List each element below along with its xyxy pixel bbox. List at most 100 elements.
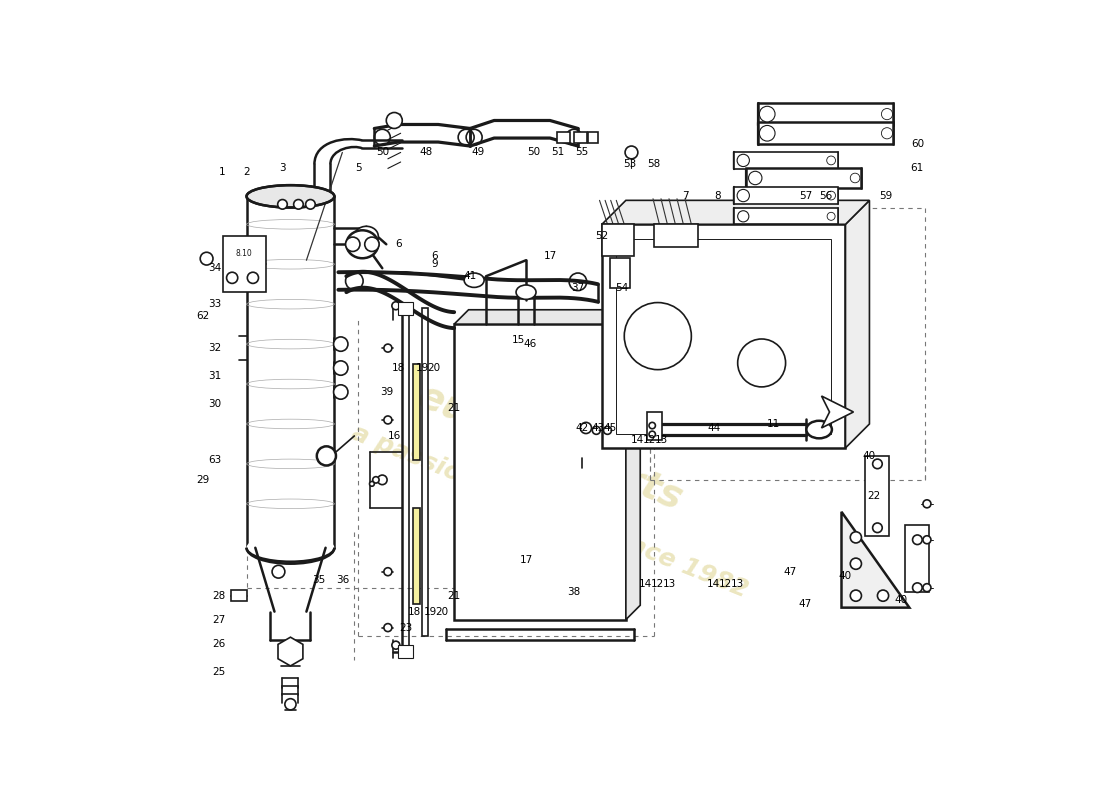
- Bar: [414, 364, 420, 460]
- Bar: [558, 132, 570, 143]
- Text: 34: 34: [208, 263, 221, 274]
- Circle shape: [649, 431, 656, 438]
- Bar: [758, 103, 893, 126]
- Text: 52: 52: [595, 231, 608, 242]
- Bar: [609, 258, 630, 288]
- Text: 31: 31: [208, 371, 221, 381]
- Bar: [653, 224, 697, 246]
- Text: 7: 7: [682, 191, 689, 202]
- Text: 45: 45: [603, 423, 616, 433]
- Text: eurocarparts: eurocarparts: [411, 378, 689, 518]
- Circle shape: [384, 344, 392, 352]
- Text: 22: 22: [867, 491, 880, 501]
- Circle shape: [365, 237, 380, 251]
- Bar: [746, 169, 861, 187]
- Text: 16: 16: [387, 431, 400, 441]
- Circle shape: [333, 337, 348, 351]
- Text: 8.10: 8.10: [235, 250, 253, 258]
- Text: 59: 59: [879, 191, 892, 202]
- Circle shape: [759, 106, 775, 122]
- Circle shape: [317, 446, 336, 466]
- Ellipse shape: [516, 285, 536, 299]
- Text: 1: 1: [219, 167, 225, 178]
- Text: 62: 62: [196, 311, 209, 321]
- Text: 41: 41: [463, 271, 476, 282]
- Text: a passion for parts since 1982: a passion for parts since 1982: [349, 421, 751, 602]
- Circle shape: [913, 535, 922, 545]
- Text: 23: 23: [399, 622, 412, 633]
- Text: 42: 42: [575, 423, 589, 433]
- Circle shape: [377, 475, 387, 485]
- Text: 17: 17: [519, 554, 532, 565]
- Circle shape: [625, 302, 692, 370]
- Bar: [758, 122, 893, 145]
- Text: 18: 18: [392, 363, 405, 373]
- Text: 51: 51: [551, 147, 564, 158]
- Circle shape: [392, 641, 400, 649]
- Text: 18: 18: [408, 606, 421, 617]
- Text: 19: 19: [424, 606, 437, 617]
- Text: 14: 14: [707, 578, 721, 589]
- Circle shape: [285, 698, 296, 710]
- Circle shape: [738, 210, 749, 222]
- Text: 53: 53: [624, 159, 637, 170]
- Circle shape: [923, 500, 931, 508]
- Bar: [398, 302, 412, 314]
- Circle shape: [923, 584, 931, 592]
- Text: 13: 13: [732, 578, 745, 589]
- Text: 11: 11: [767, 419, 780, 429]
- Text: 17: 17: [543, 251, 557, 262]
- Text: 47: 47: [783, 566, 796, 577]
- Circle shape: [850, 558, 861, 570]
- Bar: [422, 308, 428, 635]
- Text: 50: 50: [528, 147, 540, 158]
- Bar: [222, 236, 266, 292]
- Bar: [734, 186, 837, 204]
- Text: 20: 20: [428, 363, 441, 373]
- Text: 43: 43: [592, 423, 605, 433]
- Text: 40: 40: [839, 570, 853, 581]
- Text: 58: 58: [647, 159, 660, 170]
- Polygon shape: [454, 310, 640, 324]
- Circle shape: [850, 532, 861, 543]
- Circle shape: [872, 523, 882, 533]
- Polygon shape: [602, 200, 869, 224]
- Text: 44: 44: [707, 423, 721, 433]
- Bar: [734, 152, 837, 170]
- Circle shape: [625, 146, 638, 159]
- Text: 32: 32: [208, 343, 221, 353]
- Circle shape: [345, 237, 360, 251]
- Bar: [398, 645, 412, 658]
- Text: 38: 38: [568, 586, 581, 597]
- Text: 19: 19: [416, 363, 429, 373]
- Bar: [866, 456, 890, 536]
- Circle shape: [878, 590, 889, 602]
- Circle shape: [604, 426, 612, 434]
- Text: 12: 12: [644, 435, 657, 445]
- Text: 15: 15: [512, 335, 525, 345]
- Text: 61: 61: [911, 163, 924, 174]
- Text: 6: 6: [431, 251, 438, 262]
- Ellipse shape: [806, 421, 832, 438]
- Text: 3: 3: [279, 163, 286, 174]
- Text: 54: 54: [615, 283, 628, 293]
- Text: 13: 13: [663, 578, 676, 589]
- Circle shape: [392, 302, 400, 310]
- Circle shape: [913, 583, 922, 593]
- Text: 8: 8: [714, 191, 720, 202]
- Text: 48: 48: [419, 147, 432, 158]
- Bar: [588, 132, 598, 143]
- Polygon shape: [278, 637, 303, 666]
- Bar: [648, 412, 662, 440]
- Polygon shape: [626, 310, 640, 620]
- Circle shape: [923, 536, 931, 544]
- Ellipse shape: [354, 226, 378, 246]
- Text: 12: 12: [651, 578, 664, 589]
- Circle shape: [759, 126, 775, 141]
- Bar: [454, 324, 626, 620]
- Circle shape: [277, 199, 287, 209]
- Circle shape: [272, 566, 285, 578]
- Ellipse shape: [464, 273, 484, 287]
- Circle shape: [248, 272, 258, 283]
- Text: 9: 9: [431, 259, 438, 270]
